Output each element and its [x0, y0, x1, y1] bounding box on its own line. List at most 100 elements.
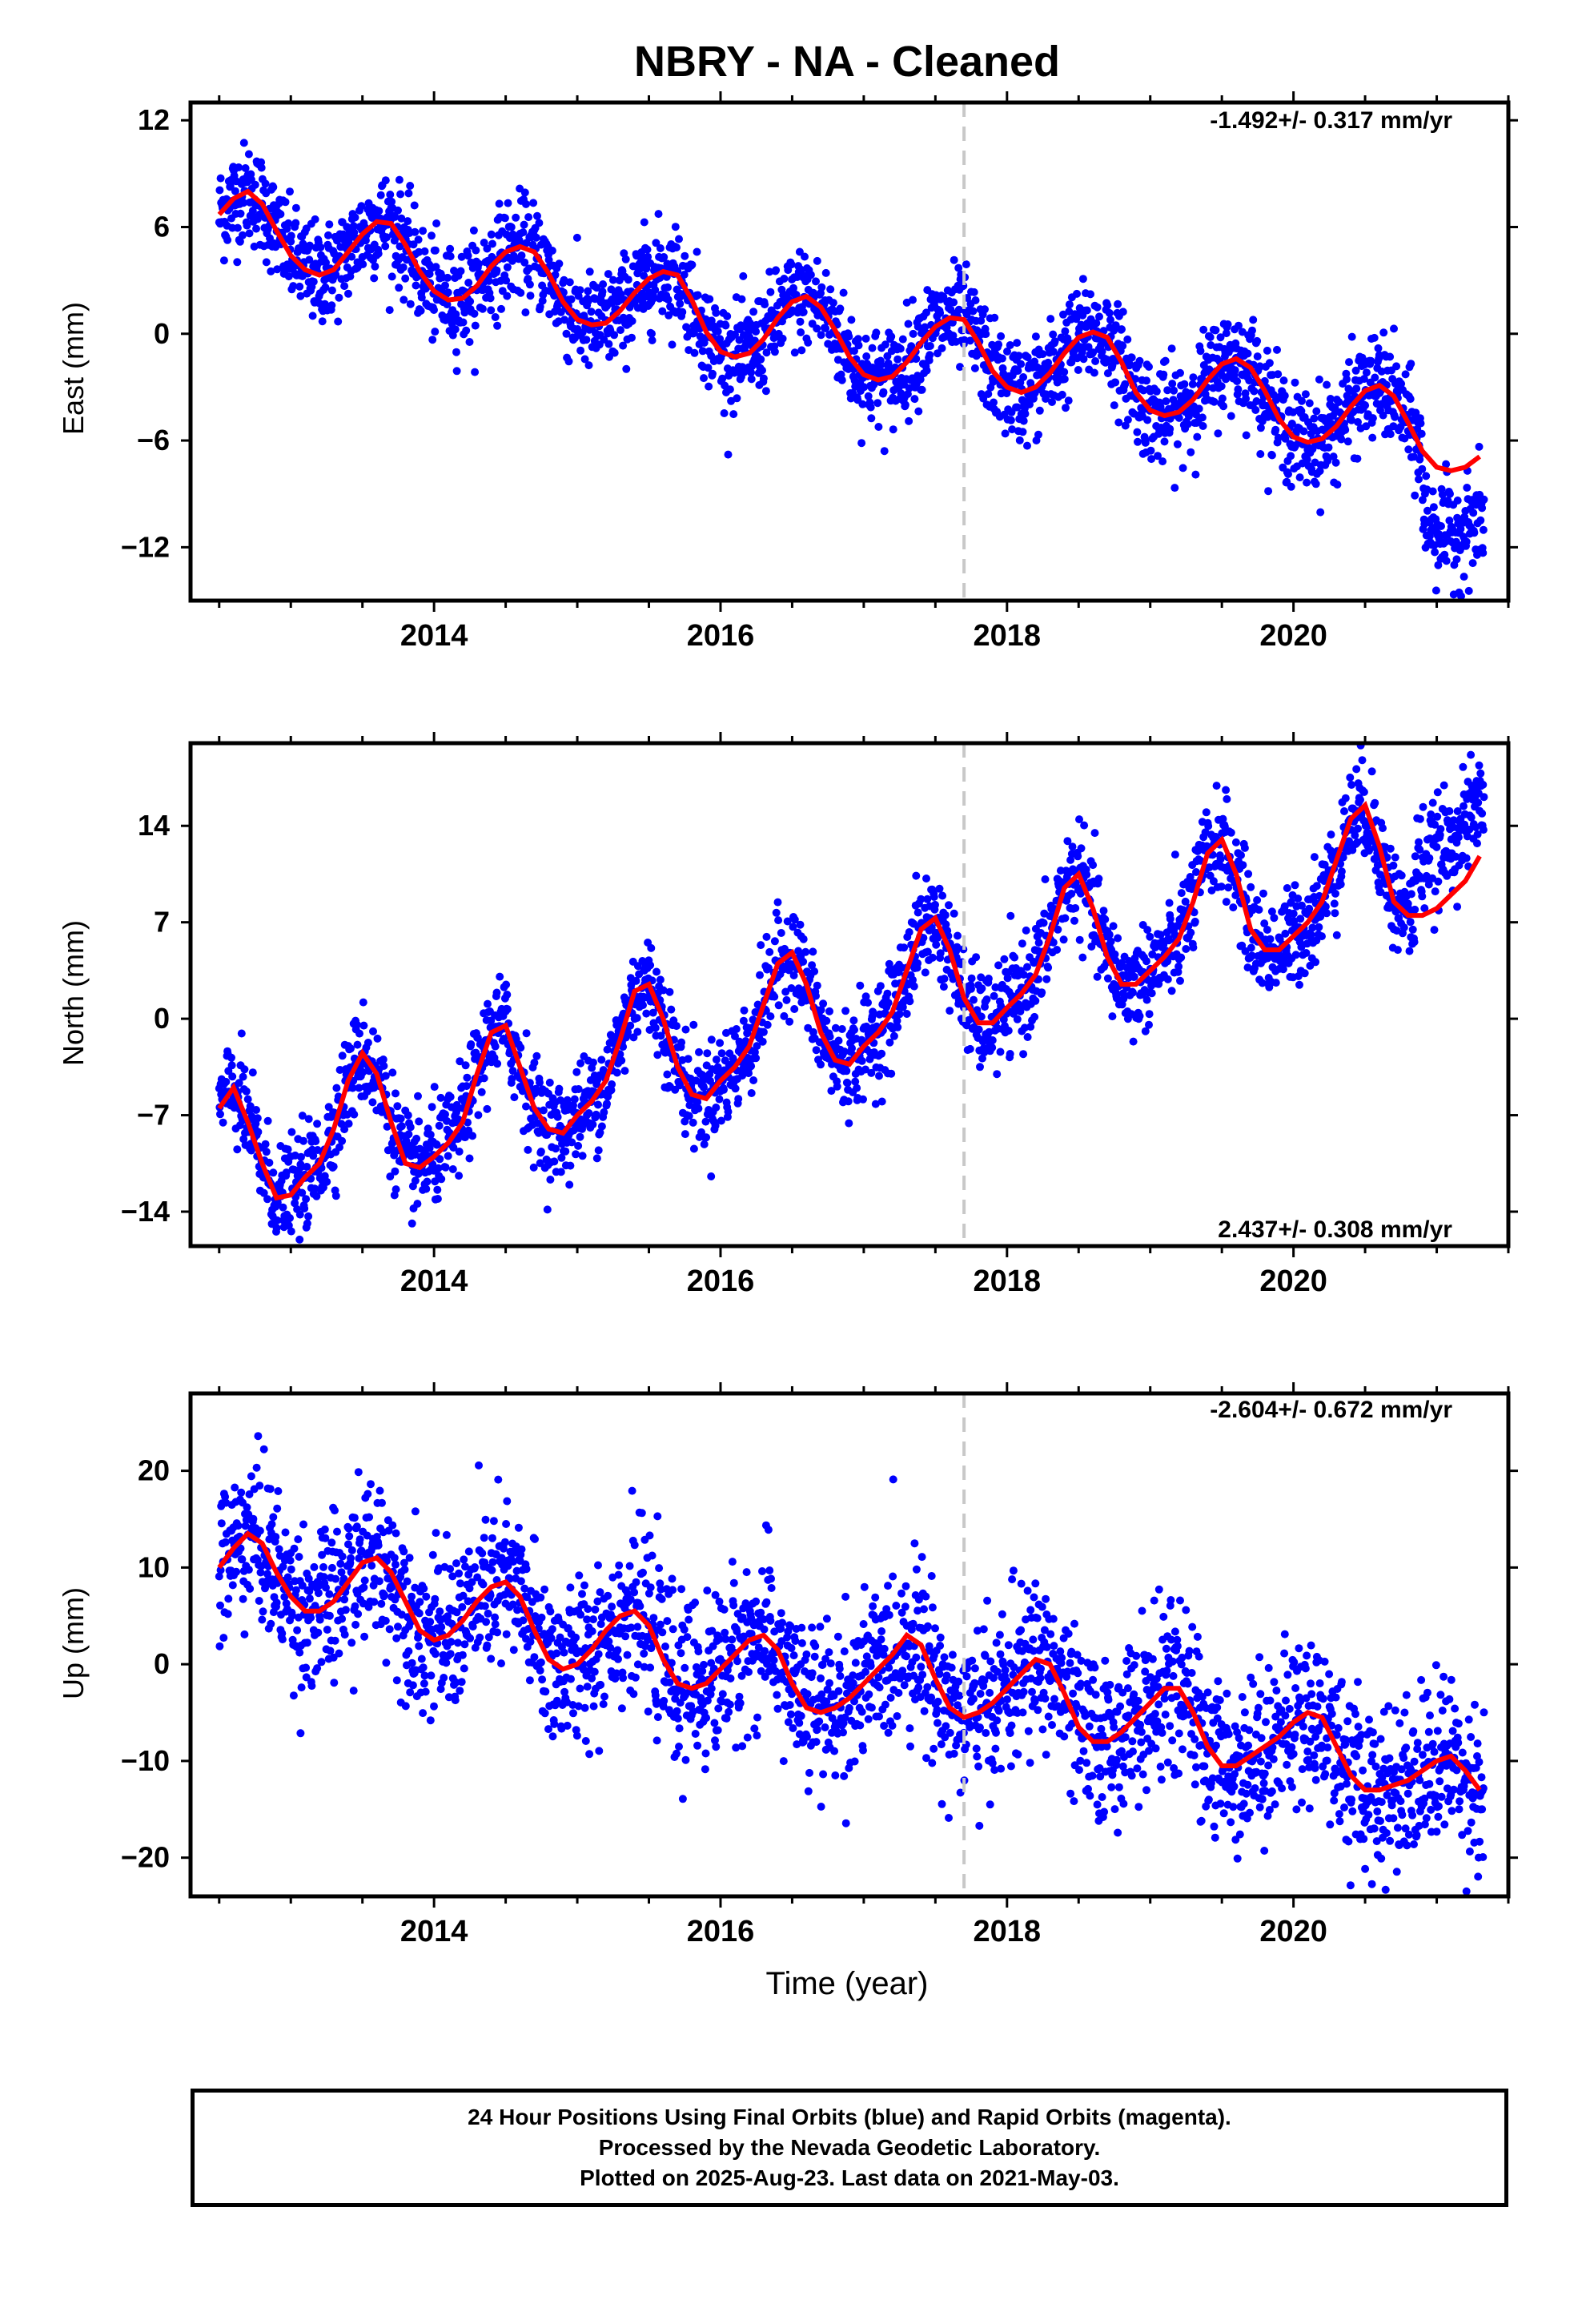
data-point	[945, 901, 953, 910]
data-point	[1323, 380, 1331, 389]
data-point	[1014, 352, 1023, 360]
data-point	[592, 1154, 601, 1163]
east-frame	[188, 100, 1511, 603]
data-point	[954, 263, 963, 272]
data-point	[859, 1095, 867, 1104]
data-point	[1434, 561, 1443, 569]
data-point	[584, 287, 592, 296]
data-point	[1318, 932, 1326, 941]
data-point	[853, 335, 862, 344]
data-point	[469, 226, 478, 235]
data-point	[1231, 366, 1239, 375]
data-point	[1247, 883, 1255, 891]
data-point	[857, 1056, 866, 1065]
data-point	[432, 1140, 441, 1149]
data-point	[1316, 912, 1325, 921]
data-point	[305, 241, 314, 250]
data-point	[1006, 416, 1015, 424]
data-point	[885, 1038, 894, 1047]
data-point	[411, 227, 420, 236]
data-point	[1071, 904, 1080, 912]
data-point	[492, 988, 501, 997]
data-point	[455, 1148, 464, 1156]
data-point	[643, 245, 652, 254]
data-point	[503, 991, 512, 999]
data-point	[493, 321, 502, 330]
data-point	[733, 394, 741, 403]
data-point	[1422, 472, 1431, 480]
data-point	[821, 324, 830, 332]
data-point	[324, 1103, 333, 1112]
data-point	[441, 281, 449, 290]
data-point	[702, 1133, 711, 1142]
data-point	[524, 213, 533, 222]
data-point	[452, 367, 461, 376]
data-point	[1114, 934, 1122, 943]
data-point	[707, 316, 716, 325]
data-point	[539, 1106, 548, 1115]
data-point	[349, 222, 358, 231]
data-point	[383, 233, 391, 242]
data-point	[1189, 373, 1198, 382]
data-point	[1034, 430, 1042, 439]
data-point	[1106, 316, 1114, 324]
data-point	[610, 348, 619, 357]
data-point	[263, 1116, 272, 1125]
data-point	[778, 334, 787, 343]
data-point	[226, 182, 235, 191]
data-point	[1188, 380, 1197, 388]
data-point	[422, 1184, 431, 1193]
data-point	[483, 244, 492, 253]
data-point	[647, 943, 656, 952]
data-point	[1390, 324, 1398, 333]
data-point	[725, 385, 734, 394]
data-point	[1082, 870, 1091, 879]
data-point	[765, 947, 774, 956]
data-point	[396, 190, 405, 199]
data-point	[978, 984, 986, 993]
data-point	[1326, 395, 1335, 403]
data-point	[752, 328, 761, 336]
data-point	[723, 312, 732, 320]
data-point	[1034, 939, 1043, 947]
data-point	[1302, 949, 1311, 957]
data-point	[712, 1104, 721, 1112]
data-point	[817, 283, 826, 292]
data-point	[827, 1087, 836, 1096]
data-point	[1404, 445, 1413, 454]
data-point	[705, 382, 713, 391]
east-model-curve	[217, 188, 1481, 473]
data-point	[491, 313, 500, 321]
data-point	[381, 242, 390, 251]
data-point	[700, 1083, 708, 1092]
data-point	[1154, 979, 1163, 988]
data-point	[387, 272, 396, 281]
data-point	[997, 332, 1006, 340]
data-point	[1324, 443, 1333, 452]
data-point	[550, 1157, 559, 1166]
x-tick-label: 2020	[1259, 619, 1327, 653]
data-point	[1015, 436, 1024, 444]
data-point	[621, 255, 630, 263]
data-point	[910, 395, 919, 404]
data-point	[404, 1130, 413, 1139]
data-point	[1330, 899, 1339, 908]
data-point	[1249, 316, 1258, 324]
data-point	[921, 323, 930, 332]
data-point	[491, 1042, 500, 1051]
data-point	[990, 991, 998, 1000]
data-point	[348, 1084, 357, 1092]
data-point	[451, 325, 460, 334]
data-point	[1044, 963, 1053, 972]
data-point	[1248, 326, 1256, 335]
data-point	[416, 307, 425, 315]
data-point	[1453, 497, 1462, 505]
data-point	[1105, 931, 1114, 939]
data-point	[303, 1163, 311, 1171]
data-point	[568, 1138, 576, 1147]
data-point	[917, 385, 926, 394]
data-point	[316, 243, 325, 251]
data-point	[610, 331, 619, 340]
data-point	[233, 223, 242, 232]
